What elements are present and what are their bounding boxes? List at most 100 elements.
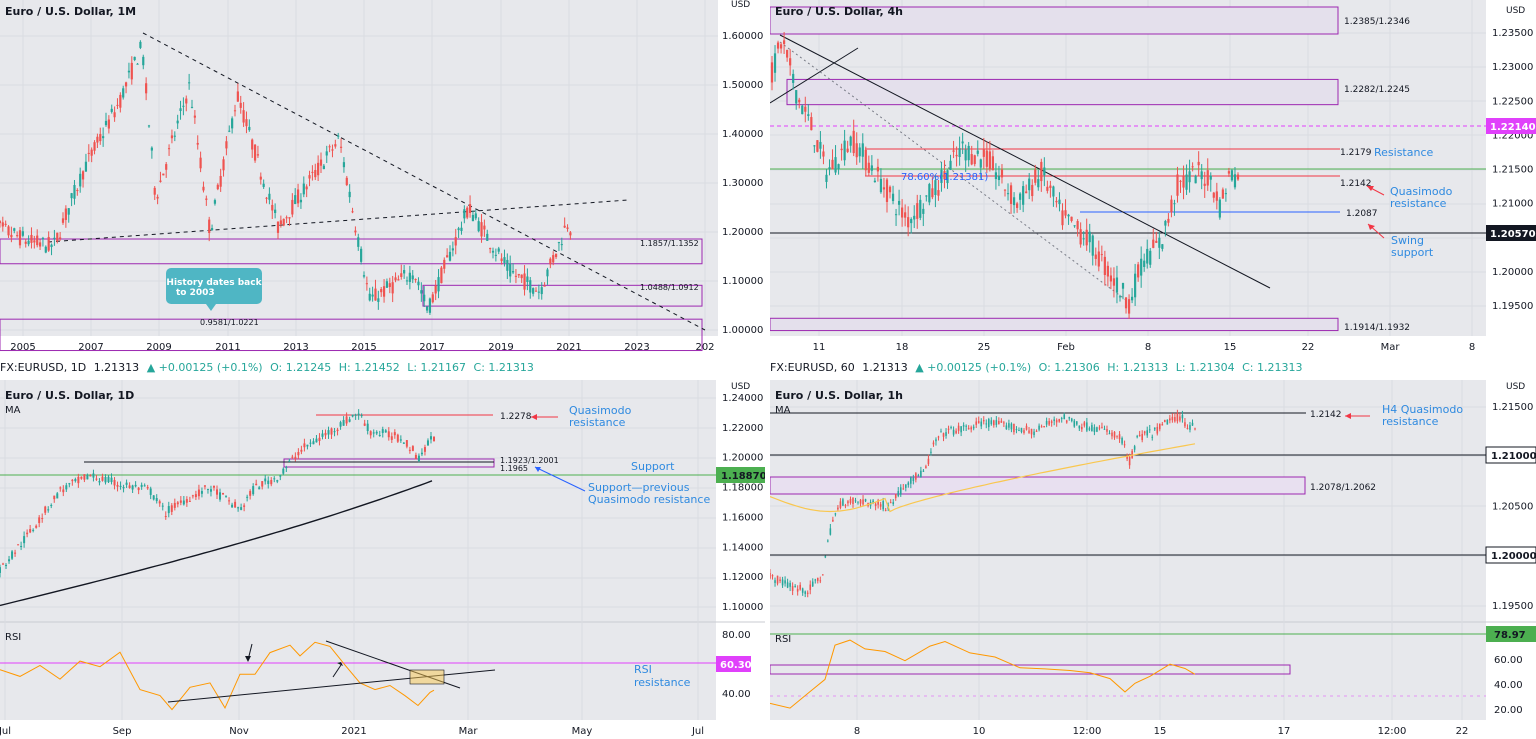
candle-body [158, 501, 161, 504]
candle-body [322, 165, 325, 170]
chart-monthly[interactable]: 1.1857/1.1352 1.0488/1.0912 0.9581/1.0221 … [0, 0, 765, 356]
candle-body [122, 487, 125, 489]
candle-body [300, 449, 303, 452]
annotation-quasimodo: Quasimodo resistance [1366, 185, 1453, 210]
y-tick-label: 1.16000 [722, 512, 763, 523]
y-tick-label: 1.23500 [1492, 28, 1533, 39]
zone-box [786, 78, 1339, 106]
candle-body [122, 88, 125, 98]
candle-body [448, 251, 452, 261]
candle-body [188, 500, 191, 502]
candle-body [1169, 418, 1171, 421]
hourly-symbol[interactable]: FX:EURUSD, 60 [770, 361, 855, 374]
rsi-highlight-box[interactable] [409, 669, 445, 685]
h4-trendline[interactable] [779, 34, 1271, 289]
rsi-line[interactable] [770, 639, 1196, 709]
h4-title: Euro / U.S. Dollar, 4h [775, 5, 903, 18]
quasimodo-annotation: Quasimodo resistance [531, 404, 632, 429]
candle-body [173, 135, 176, 137]
hourly-usd-label: USD [1506, 382, 1525, 392]
candle-body [917, 475, 920, 477]
candle-body [962, 425, 965, 427]
hourly-time-scale[interactable] [770, 720, 1486, 739]
x-tick-label: 2021 [341, 726, 366, 737]
candle-body [362, 275, 366, 277]
candle-body [1031, 184, 1034, 197]
annotation-support: Support [631, 460, 675, 473]
candle-body [119, 485, 122, 487]
candle-body [1106, 429, 1108, 432]
downtrend-line[interactable] [142, 32, 706, 331]
x-tick-label: Feb [1057, 342, 1075, 353]
candle-body [849, 499, 852, 503]
x-tick-label: 2019 [488, 342, 513, 353]
candle-body [246, 496, 249, 498]
y-tick-label: 1.20000 [722, 227, 763, 238]
candle-body [870, 165, 873, 171]
candle-body [405, 440, 408, 447]
candle-body [807, 114, 810, 117]
hourly-ma-line[interactable] [770, 443, 1196, 513]
candle-body [116, 484, 119, 487]
candle-body [56, 232, 59, 242]
candle-body [396, 434, 399, 442]
candle-body [557, 242, 561, 244]
monthly-price-scale[interactable] [718, 0, 765, 356]
candle-body [153, 187, 156, 195]
candle-body [35, 525, 38, 528]
daily-price-scale[interactable] [716, 380, 765, 739]
uptrend-line[interactable] [47, 199, 629, 243]
candle-body [267, 480, 270, 484]
candle-body [11, 551, 14, 559]
x-tick-label: 12:00 [1378, 726, 1407, 737]
candle-body [907, 482, 910, 485]
candle-body [964, 149, 967, 161]
rsi-line[interactable] [0, 641, 435, 711]
chart-4h[interactable]: 1.2385/1.2346 1.2282/1.2245 1.1914/1.1932 … [770, 0, 1536, 356]
x-tick-label: 2015 [351, 342, 376, 353]
candle-body [194, 494, 197, 498]
chart-daily[interactable]: 1.2278 1.1923/1.2001 1.1965 1.24000 1.220… [0, 380, 765, 739]
candle-body [814, 579, 817, 581]
y-tick-label: 1.23000 [1492, 62, 1533, 73]
candle-body [857, 501, 859, 503]
candle-body [282, 218, 285, 226]
candle-body [882, 187, 886, 190]
rsi-arrow-2 [332, 662, 343, 678]
moving-average-line[interactable] [0, 480, 433, 607]
candle-body [1194, 175, 1197, 184]
h4-time-scale[interactable] [770, 336, 1486, 356]
rsi-uptrend[interactable] [167, 669, 496, 703]
candle-body [351, 211, 354, 213]
candle-body [855, 143, 858, 158]
zone-1-2078[interactable] [770, 476, 1306, 495]
candle-body [1052, 186, 1055, 197]
rsi-tag: 60.30 [716, 656, 752, 672]
rsi-zone[interactable] [770, 664, 1291, 675]
candle-body [864, 149, 867, 171]
h4-short-trendline[interactable] [770, 47, 859, 104]
candle-body [1113, 431, 1116, 438]
candle-body [334, 144, 337, 147]
candle-body [324, 432, 327, 436]
h4-price-scale[interactable] [1486, 0, 1536, 356]
candle-body [83, 474, 86, 480]
candle-body [420, 290, 423, 294]
hourly-change: ▲ +0.00125 (+0.1%) [915, 361, 1032, 374]
candle-body [1038, 425, 1040, 430]
candle-body [440, 267, 443, 284]
candle-body [140, 484, 143, 487]
candle-body [71, 479, 74, 482]
candle-body [311, 171, 314, 173]
daily-time-scale[interactable] [0, 720, 716, 739]
daily-symbol[interactable]: FX:EURUSD, 1D [0, 361, 87, 374]
candle-body [922, 470, 925, 472]
x-tick-label: Nov [229, 726, 249, 737]
candle-body [197, 489, 200, 497]
candle-body [1130, 296, 1134, 301]
candle-body [819, 580, 822, 582]
chart-hourly[interactable]: 1.2142 1.2078/1.2062 1.21500 1.20500 1.195… [770, 380, 1536, 739]
candle-body [188, 82, 191, 84]
zone-1-1923[interactable] [283, 458, 495, 468]
candle-body [315, 438, 318, 443]
